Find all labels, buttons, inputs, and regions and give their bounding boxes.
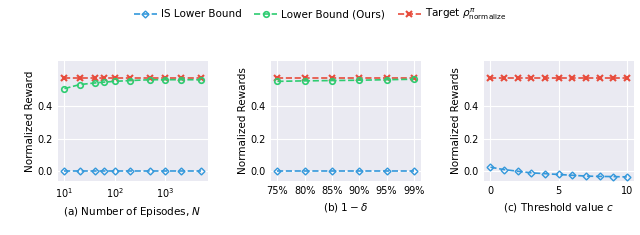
Y-axis label: Normalized Rewards: Normalized Rewards — [451, 68, 461, 174]
X-axis label: (a) Number of Episodes, $N$: (a) Number of Episodes, $N$ — [63, 205, 202, 219]
Y-axis label: Normalized Rewards: Normalized Rewards — [237, 68, 248, 174]
Y-axis label: Normalized Reward: Normalized Reward — [24, 70, 35, 172]
X-axis label: (b) $1 - \delta$: (b) $1 - \delta$ — [323, 201, 368, 214]
Legend: IS Lower Bound, Lower Bound (Ours), Target $\rho^{\pi}_{\mathrm{normalize}}$: IS Lower Bound, Lower Bound (Ours), Targ… — [130, 3, 510, 27]
X-axis label: (c) Threshold value $c$: (c) Threshold value $c$ — [503, 201, 614, 214]
